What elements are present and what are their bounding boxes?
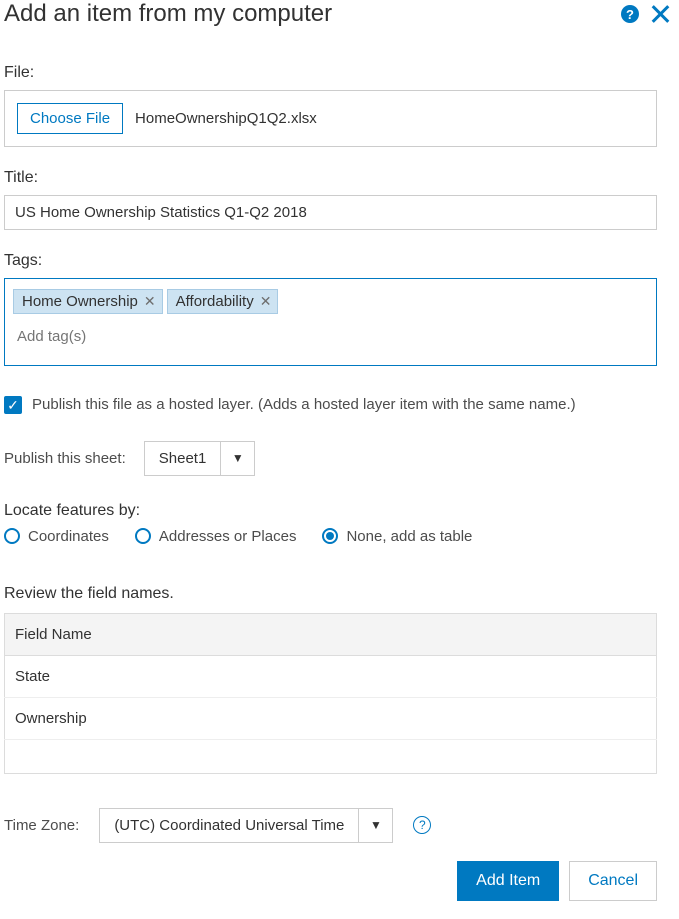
file-label: File: bbox=[4, 64, 657, 82]
publish-sheet-value: Sheet1 bbox=[145, 442, 221, 475]
dialog-header: Add an item from my computer ? bbox=[0, 0, 679, 28]
publish-checkbox[interactable]: ✓ bbox=[4, 396, 22, 414]
chevron-down-icon: ▼ bbox=[220, 442, 254, 475]
help-icon[interactable]: ? bbox=[621, 5, 639, 23]
locate-radio-group: Coordinates Addresses or Places None, add … bbox=[4, 528, 657, 545]
dialog-body: File: Choose File HomeOwnershipQ1Q2.xlsx… bbox=[4, 30, 661, 919]
file-picker-box: Choose File HomeOwnershipQ1Q2.xlsx bbox=[4, 90, 657, 147]
table-row: State bbox=[5, 655, 657, 697]
field-names-table: Field Name StateOwnership bbox=[4, 613, 657, 774]
title-label: Title: bbox=[4, 169, 657, 187]
locate-radio-option[interactable]: Addresses or Places bbox=[135, 528, 297, 545]
cancel-button[interactable]: Cancel bbox=[569, 861, 657, 901]
field-name-cell: Ownership bbox=[5, 697, 657, 739]
title-input[interactable] bbox=[4, 195, 657, 230]
timezone-select[interactable]: (UTC) Coordinated Universal Time ▼ bbox=[99, 808, 393, 843]
tag-chip: Home Ownership✕ bbox=[13, 289, 163, 314]
tag-remove-icon[interactable]: ✕ bbox=[144, 293, 156, 310]
close-icon[interactable] bbox=[649, 3, 671, 25]
field-name-cell bbox=[5, 739, 657, 773]
publish-sheet-row: Publish this sheet: Sheet1 ▼ bbox=[4, 441, 657, 476]
radio-label: Coordinates bbox=[28, 528, 109, 545]
publish-sheet-select[interactable]: Sheet1 ▼ bbox=[144, 441, 256, 476]
field-name-cell: State bbox=[5, 655, 657, 697]
dialog-footer: Add Item Cancel bbox=[4, 861, 657, 911]
radio-icon bbox=[135, 528, 151, 544]
radio-label: Addresses or Places bbox=[159, 528, 297, 545]
tag-remove-icon[interactable]: ✕ bbox=[260, 293, 272, 310]
publish-sheet-label: Publish this sheet: bbox=[4, 450, 126, 467]
radio-label: None, add as table bbox=[346, 528, 472, 545]
tag-chip: Affordability✕ bbox=[167, 289, 279, 314]
radio-icon bbox=[4, 528, 20, 544]
locate-radio-option[interactable]: Coordinates bbox=[4, 528, 109, 545]
timezone-value: (UTC) Coordinated Universal Time bbox=[100, 809, 358, 842]
dialog-title: Add an item from my computer bbox=[4, 0, 621, 28]
timezone-row: Time Zone: (UTC) Coordinated Universal T… bbox=[4, 808, 657, 843]
tags-label: Tags: bbox=[4, 252, 657, 270]
tags-input-box[interactable]: Home Ownership✕Affordability✕ bbox=[4, 278, 657, 366]
review-label: Review the field names. bbox=[4, 585, 657, 603]
selected-filename: HomeOwnershipQ1Q2.xlsx bbox=[135, 110, 317, 127]
timezone-help-icon[interactable]: ? bbox=[413, 816, 431, 834]
tags-text-input[interactable] bbox=[13, 326, 213, 347]
table-row: Ownership bbox=[5, 697, 657, 739]
locate-radio-option[interactable]: None, add as table bbox=[322, 528, 472, 545]
radio-icon bbox=[322, 528, 338, 544]
choose-file-button[interactable]: Choose File bbox=[17, 103, 123, 134]
locate-label: Locate features by: bbox=[4, 502, 657, 520]
publish-checkbox-label: Publish this file as a hosted layer. (Ad… bbox=[32, 394, 576, 417]
field-name-header: Field Name bbox=[5, 613, 657, 655]
publish-checkbox-row: ✓ Publish this file as a hosted layer. (… bbox=[4, 394, 657, 417]
timezone-label: Time Zone: bbox=[4, 817, 79, 834]
chevron-down-icon: ▼ bbox=[358, 809, 392, 842]
table-row bbox=[5, 739, 657, 773]
add-item-button[interactable]: Add Item bbox=[457, 861, 559, 901]
